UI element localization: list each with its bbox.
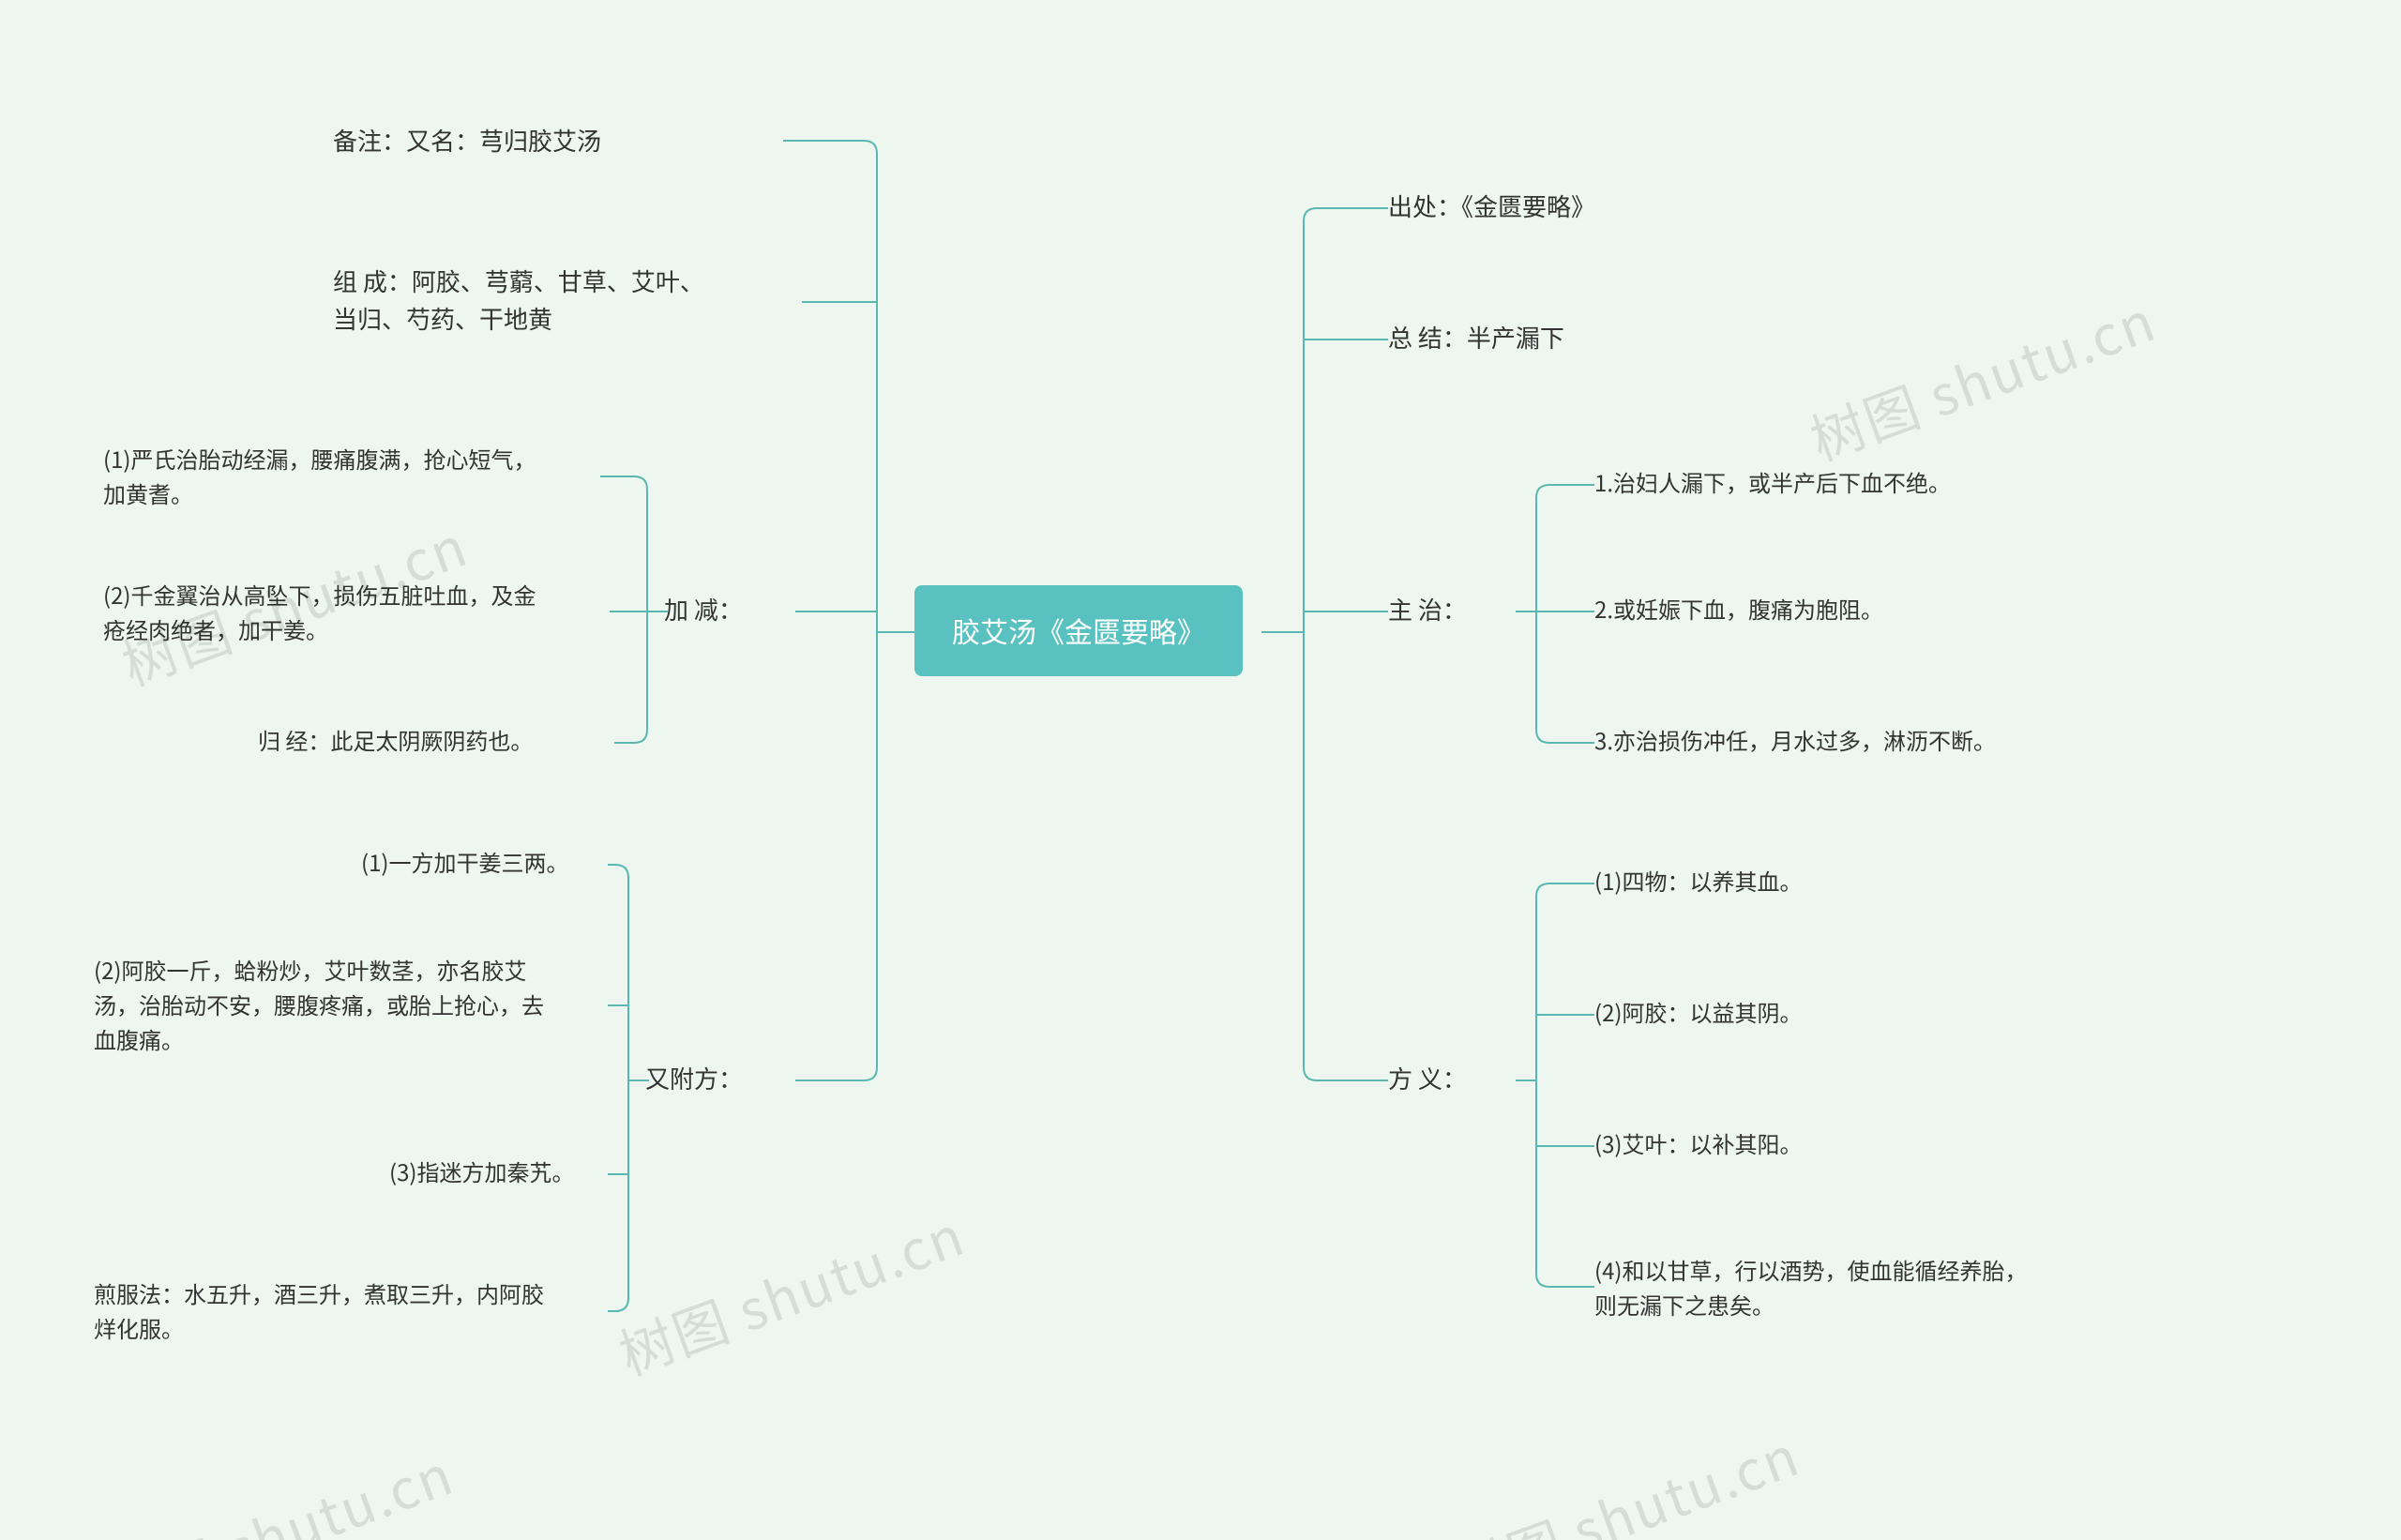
leaf-node-youfufang-0: (1)一方加干姜三两。	[361, 844, 614, 879]
leaf-node-zhuzhi-0: 1.治妇人漏下，或半产后下血不绝。	[1594, 464, 2007, 499]
leaf-node-fangyi-2: (3)艾叶：以补其阳。	[1594, 1125, 1857, 1160]
leaf-node-youfufang-3: 煎服法：水五升，酒三升，煮取三升，内阿胶烊化服。	[94, 1276, 619, 1345]
leaf-node-youfufang-2: (3)指迷方加秦艽。	[389, 1154, 614, 1188]
mid-node-zhuzhi: 主 治：	[1388, 591, 1519, 628]
mid-node-chuchu: 出处：《金匮要略》	[1388, 188, 1669, 225]
leaf-node-zhuzhi-1: 2.或妊娠下血，腹痛为胞阻。	[1594, 591, 1932, 626]
mid-node-beizhu: 备注：又名：芎归胶艾汤	[333, 122, 783, 159]
mid-node-fangyi: 方 义：	[1388, 1060, 1519, 1097]
leaf-node-jiajian-0: (1)严氏治胎动经漏，腰痛腹满，抢心短气，加黄耆。	[103, 441, 600, 510]
leaf-node-jiajian-1: (2)千金翼治从高坠下，损伤五脏吐血，及金疮经肉绝者，加干姜。	[103, 577, 610, 646]
leaf-node-zhuzhi-2: 3.亦治损伤冲任，月水过多，淋沥不断。	[1594, 722, 2054, 757]
root-node: 胶艾汤《金匮要略》	[914, 585, 1243, 676]
mid-node-youfufang: 又附方：	[645, 1060, 795, 1097]
leaf-node-fangyi-1: (2)阿胶：以益其阴。	[1594, 994, 1857, 1029]
leaf-node-jiajian-2: 归 经：此足太阴厥阴药也。	[258, 722, 614, 757]
leaf-node-youfufang-1: (2)阿胶一斤，蛤粉炒，艾叶数茎，亦名胶艾汤，治胎动不安，腰腹疼痛，或胎上抢心，…	[94, 952, 619, 1057]
mid-node-zucheng: 组 成：阿胶、芎藭、甘草、艾叶、当归、芍药、干地黄	[333, 263, 802, 339]
mid-node-jiajian: 加 减：	[664, 591, 795, 628]
mid-node-zongjie: 总 结：半产漏下	[1388, 319, 1632, 356]
leaf-node-fangyi-3: (4)和以甘草，行以酒势，使血能循经养胎，则无漏下之患矣。	[1594, 1252, 2110, 1321]
leaf-node-fangyi-0: (1)四物：以养其血。	[1594, 863, 1857, 898]
